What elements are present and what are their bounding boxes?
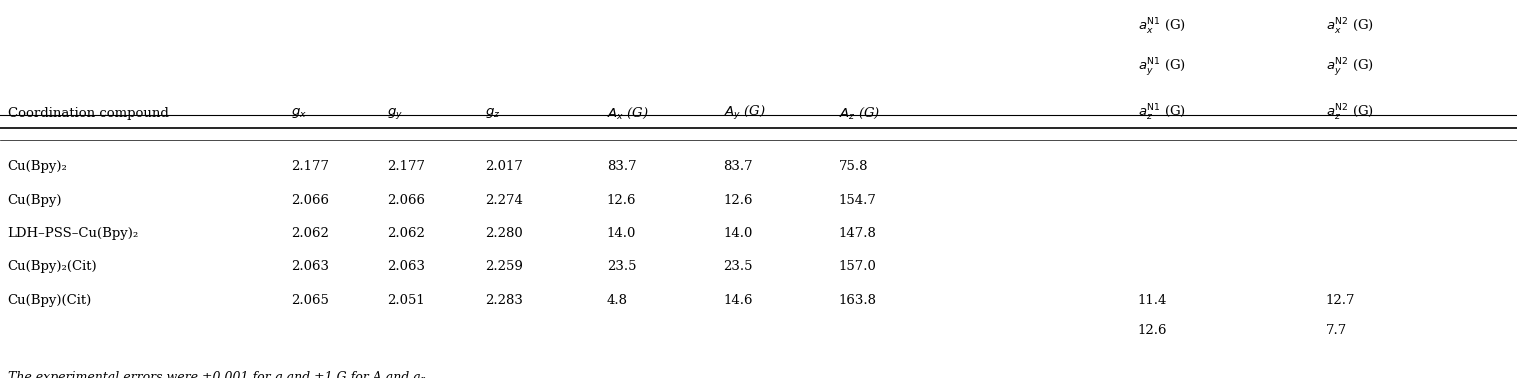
Text: 14.6: 14.6 [724, 294, 752, 307]
Text: 83.7: 83.7 [724, 160, 754, 174]
Text: Cu(Bpy)₂: Cu(Bpy)₂ [8, 160, 67, 174]
Text: 2.066: 2.066 [291, 194, 329, 207]
Text: $a_y^{\mathrm{N2}}$ (G): $a_y^{\mathrm{N2}}$ (G) [1326, 56, 1374, 78]
Text: $A_y$ (G): $A_y$ (G) [724, 104, 766, 122]
Text: 2.062: 2.062 [291, 227, 329, 240]
Text: 2.283: 2.283 [485, 294, 523, 307]
Text: 2.051: 2.051 [387, 294, 425, 307]
Text: 23.5: 23.5 [607, 260, 636, 273]
Text: 157.0: 157.0 [839, 260, 877, 273]
Text: 12.6: 12.6 [607, 194, 636, 207]
Text: 2.063: 2.063 [387, 260, 425, 273]
Text: $g_y$: $g_y$ [387, 106, 404, 121]
Text: The experimental errors were ±0.001 for g and ±1 G for A and aₙ.: The experimental errors were ±0.001 for … [8, 370, 429, 378]
Text: LDH–PSS–Cu(Bpy)₂: LDH–PSS–Cu(Bpy)₂ [8, 227, 140, 240]
Text: 2.065: 2.065 [291, 294, 329, 307]
Text: 12.6: 12.6 [724, 194, 752, 207]
Text: $a_z^{\mathrm{N1}}$ (G): $a_z^{\mathrm{N1}}$ (G) [1138, 104, 1186, 124]
Text: Cu(Bpy)(Cit): Cu(Bpy)(Cit) [8, 294, 93, 307]
Text: 4.8: 4.8 [607, 294, 628, 307]
Text: 75.8: 75.8 [839, 160, 868, 174]
Text: $a_y^{\mathrm{N1}}$ (G): $a_y^{\mathrm{N1}}$ (G) [1138, 56, 1186, 78]
Text: 7.7: 7.7 [1326, 324, 1347, 337]
Text: 14.0: 14.0 [607, 227, 636, 240]
Text: 2.259: 2.259 [485, 260, 523, 273]
Text: 2.066: 2.066 [387, 194, 425, 207]
Text: $a_z^{\mathrm{N2}}$ (G): $a_z^{\mathrm{N2}}$ (G) [1326, 104, 1374, 124]
Text: $a_x^{\mathrm{N2}}$ (G): $a_x^{\mathrm{N2}}$ (G) [1326, 17, 1374, 37]
Text: 14.0: 14.0 [724, 227, 752, 240]
Text: $a_x^{\mathrm{N1}}$ (G): $a_x^{\mathrm{N1}}$ (G) [1138, 17, 1186, 37]
Text: 2.063: 2.063 [291, 260, 329, 273]
Text: 2.280: 2.280 [485, 227, 523, 240]
Text: $g_x$: $g_x$ [291, 107, 308, 121]
Text: 147.8: 147.8 [839, 227, 877, 240]
Text: 2.062: 2.062 [387, 227, 425, 240]
Text: 2.274: 2.274 [485, 194, 523, 207]
Text: Coordination compound: Coordination compound [8, 107, 168, 120]
Text: 12.7: 12.7 [1326, 294, 1355, 307]
Text: $g_z$: $g_z$ [485, 107, 501, 121]
Text: $A_z$ (G): $A_z$ (G) [839, 106, 880, 121]
Text: 2.017: 2.017 [485, 160, 523, 174]
Text: 23.5: 23.5 [724, 260, 752, 273]
Text: 83.7: 83.7 [607, 160, 637, 174]
Text: 12.6: 12.6 [1138, 324, 1167, 337]
Text: 154.7: 154.7 [839, 194, 877, 207]
Text: 2.177: 2.177 [291, 160, 329, 174]
Text: 163.8: 163.8 [839, 294, 877, 307]
Text: 2.177: 2.177 [387, 160, 425, 174]
Text: Cu(Bpy): Cu(Bpy) [8, 194, 62, 207]
Text: $A_x$ (G): $A_x$ (G) [607, 106, 649, 121]
Text: Cu(Bpy)₂(Cit): Cu(Bpy)₂(Cit) [8, 260, 97, 273]
Text: 11.4: 11.4 [1138, 294, 1167, 307]
